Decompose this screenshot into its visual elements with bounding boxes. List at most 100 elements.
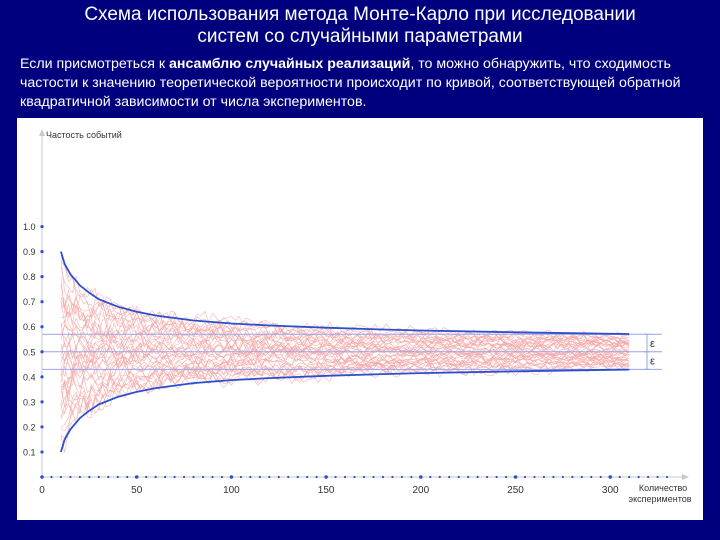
- y-tick-label: 0.9: [23, 247, 36, 257]
- x-minor-tick: [656, 475, 659, 479]
- x-minor-tick: [296, 475, 299, 479]
- x-minor-tick: [50, 475, 53, 479]
- y-tick-label: 0.1: [23, 447, 36, 457]
- x-tick-label: 0: [39, 485, 45, 496]
- x-minor-tick: [486, 475, 489, 479]
- realization-line: [60, 333, 630, 357]
- x-minor-tick: [637, 475, 640, 479]
- x-minor-tick: [618, 475, 621, 479]
- realization-line: [60, 340, 630, 370]
- realizations-group: [60, 256, 630, 453]
- text-part-2: , то можно обнаружить, что сходимость ча…: [20, 56, 681, 110]
- x-minor-tick: [211, 475, 214, 479]
- x-tick-dot: [134, 475, 139, 479]
- x-minor-tick: [268, 475, 271, 479]
- x-minor-tick: [400, 475, 403, 479]
- x-minor-tick: [97, 475, 100, 479]
- y-tick-label: 0.4: [23, 372, 36, 382]
- x-minor-tick: [107, 475, 110, 479]
- x-minor-tick: [306, 475, 309, 479]
- realization-line: [60, 358, 630, 418]
- x-tick-label: 150: [318, 485, 335, 496]
- title-line-2: систем со случайными параметрами: [197, 26, 523, 47]
- x-tick-dot: [608, 475, 613, 479]
- epsilon-label-lower: ε: [650, 356, 655, 368]
- y-tick-label: 0.2: [23, 422, 36, 432]
- x-minor-tick: [277, 475, 280, 479]
- x-minor-tick: [599, 475, 602, 479]
- x-minor-tick: [334, 475, 337, 479]
- x-axis-label-line-1: Количество: [639, 483, 687, 493]
- x-minor-tick: [410, 475, 413, 479]
- description-paragraph: Если присмотреться к ансамблю случайных …: [20, 55, 710, 112]
- y-tick-label: 0.3: [23, 397, 36, 407]
- lower-envelope-line: [60, 368, 630, 453]
- x-minor-tick: [476, 475, 479, 479]
- x-minor-tick: [504, 475, 508, 479]
- x-minor-tick: [467, 475, 470, 479]
- y-tick-dot: [40, 224, 44, 229]
- y-tick-label: 1.0: [23, 222, 36, 232]
- axes-group: [39, 129, 689, 480]
- x-minor-tick: [542, 475, 546, 479]
- x-minor-tick: [126, 475, 129, 479]
- x-minor-tick: [239, 475, 242, 479]
- realization-line: [60, 348, 630, 384]
- realization-line: [60, 267, 630, 343]
- y-tick-label: 0.8: [23, 272, 36, 282]
- x-minor-tick: [353, 475, 356, 479]
- x-minor-tick: [552, 475, 555, 479]
- realization-line: [60, 333, 630, 364]
- y-tick-label: 0.6: [23, 322, 36, 332]
- x-tick-label: 50: [131, 485, 143, 496]
- y-axis-label: Частость событий: [46, 130, 122, 140]
- x-minor-tick: [343, 475, 347, 479]
- x-tick-dot: [229, 475, 234, 479]
- x-minor-tick: [201, 475, 205, 479]
- x-minor-tick: [580, 475, 583, 479]
- upper-envelope-line: [60, 251, 630, 335]
- realization-line: [60, 320, 630, 354]
- y-tick-dot: [40, 425, 44, 429]
- realization-line: [60, 355, 630, 404]
- epsilon-label-upper: ε: [650, 338, 655, 350]
- x-minor-tick: [362, 475, 366, 479]
- x-minor-tick: [154, 475, 157, 479]
- x-minor-tick: [533, 475, 536, 479]
- y-tick-dot: [40, 400, 44, 404]
- title-line-1: Схема использования метода Монте-Карло п…: [84, 4, 636, 25]
- y-tick-label: 0.5: [23, 347, 36, 357]
- x-tick-dot: [324, 475, 328, 479]
- slide-title: Схема использования метода Монте-Карло п…: [0, 4, 720, 48]
- x-tick-dot: [419, 475, 423, 479]
- x-axis-arrow: [682, 474, 689, 480]
- x-tick-label: 100: [223, 485, 240, 496]
- x-minor-tick: [192, 475, 195, 479]
- chart-panel: ε ε 0.1 0.2 0.3 0.4 0.5 0.6 0.7 0.8 0.9 1.0 0 50 100 15…: [17, 118, 703, 520]
- y-tick-dot: [40, 275, 44, 279]
- x-minor-tick: [372, 475, 375, 479]
- x-minor-tick: [59, 475, 63, 479]
- realization-line: [60, 304, 630, 350]
- text-bold: ансамблю случайных реализаций: [169, 56, 411, 72]
- x-minor-tick: [220, 475, 224, 479]
- x-minor-tick: [495, 475, 498, 479]
- reference-lines-group: [42, 333, 662, 370]
- realization-line: [60, 343, 630, 380]
- x-minor-tick: [571, 475, 574, 479]
- envelopes-group: [60, 251, 630, 453]
- x-tick-dot: [40, 475, 44, 479]
- x-minor-tick: [164, 475, 167, 479]
- x-minor-tick: [182, 475, 186, 479]
- realization-line: [60, 258, 630, 343]
- x-minor-tick: [69, 475, 72, 479]
- x-tick-dot: [513, 475, 518, 479]
- realization-line: [60, 355, 630, 403]
- y-tick-dot: [40, 250, 44, 254]
- y-tick-dot: [40, 300, 44, 304]
- y-tick-dot: [40, 375, 44, 379]
- x-minor-tick: [590, 475, 593, 479]
- x-minor-tick: [438, 475, 441, 479]
- x-minor-tick: [448, 475, 451, 479]
- x-minor-tick: [647, 475, 650, 479]
